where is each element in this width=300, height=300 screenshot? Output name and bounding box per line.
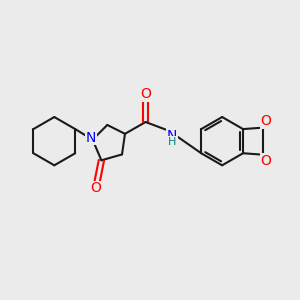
Text: O: O [261,114,272,128]
Text: O: O [90,181,101,195]
Text: O: O [261,154,272,168]
Text: H: H [168,137,176,147]
Text: O: O [140,87,151,101]
Text: N: N [167,129,177,143]
Text: N: N [86,130,96,145]
